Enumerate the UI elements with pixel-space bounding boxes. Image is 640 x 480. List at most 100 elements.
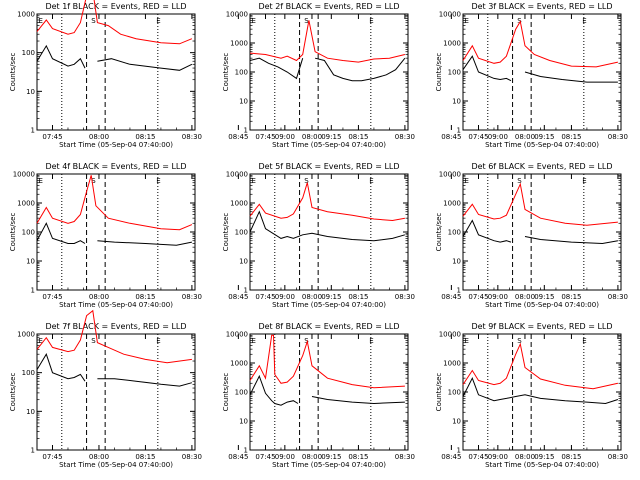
plot-frame	[463, 14, 621, 130]
y-tick-label: 1	[31, 287, 35, 295]
x-tick-label: 08:15	[348, 133, 368, 141]
x-tick-label: 08:00	[89, 133, 109, 141]
segment-marker-label: S	[517, 177, 522, 185]
segment-marker-label: E	[465, 177, 469, 185]
segment-marker-label: E	[39, 17, 43, 25]
segment-marker-label: E	[582, 17, 586, 25]
y-tick-label: 1	[244, 287, 248, 295]
x-tick-label: 08:30	[608, 293, 628, 301]
segment-marker-label: E	[156, 337, 160, 345]
x-tick-label: 08:30	[608, 133, 628, 141]
panel-title: Det 6f BLACK = Events, RED = LLD	[471, 162, 612, 171]
segment-marker-label: E	[369, 337, 373, 345]
y-tick-label: 1	[457, 287, 461, 295]
x-tick-label: 09:15	[321, 133, 341, 141]
y-tick-label: 100	[448, 69, 461, 77]
panel-title: Det 4f BLACK = Events, RED = LLD	[45, 162, 186, 171]
segment-marker-label: E	[156, 177, 160, 185]
events-series-line	[250, 58, 405, 80]
lld-series-line	[463, 344, 618, 389]
x-tick-label: 08:00	[89, 293, 109, 301]
lld-series-line	[250, 183, 405, 221]
panel-title: Det 1f BLACK = Events, RED = LLD	[45, 2, 186, 11]
segment-marker-label: E	[582, 337, 586, 345]
x-axis-label: Start Time (05-Sep-04 07:40:00)	[485, 461, 599, 469]
x-tick-label: 08:15	[135, 133, 155, 141]
x-tick-label: 07:45	[42, 133, 62, 141]
y-tick-label: 100	[448, 389, 461, 397]
y-axis-label: Counts/sec	[222, 373, 230, 412]
panel-title: Det 7f BLACK = Events, RED = LLD	[45, 322, 186, 331]
x-tick-label: 08:30	[182, 293, 202, 301]
y-tick-label: 1	[31, 127, 35, 135]
x-tick-label: 08:00	[302, 293, 322, 301]
x-axis-label: Start Time (05-Sep-04 07:40:00)	[59, 141, 173, 149]
plot-frame	[37, 174, 195, 290]
events-series-line	[250, 376, 405, 405]
x-tick-label: 09:15	[321, 293, 341, 301]
x-tick-label: 09:00	[275, 133, 295, 141]
segment-marker-label: S	[91, 337, 96, 345]
x-tick-label: 08:15	[561, 133, 581, 141]
segment-marker-label: E	[252, 337, 256, 345]
x-tick-label: 08:00	[302, 453, 322, 461]
x-tick-label: 08:00	[302, 133, 322, 141]
x-tick-label: 08:30	[608, 453, 628, 461]
x-tick-label: 09:00	[488, 453, 508, 461]
segment-marker-label: E	[369, 17, 373, 25]
y-axis-label: Counts/sec	[435, 53, 443, 92]
x-tick-label: 09:00	[488, 133, 508, 141]
x-tick-label: 08:30	[395, 293, 415, 301]
chart-panel: Det 9f BLACK = Events, RED = LLD 1 10 100 10…	[435, 322, 640, 469]
y-tick-label: 100	[22, 369, 35, 377]
lld-series-line	[463, 22, 618, 67]
detector-chart-grid: Det 1f BLACK = Events, RED = LLD11010010…	[0, 0, 640, 480]
lld-series-line	[250, 335, 405, 388]
x-tick-label: 07:45	[42, 453, 62, 461]
y-tick-label: 1000	[17, 200, 35, 208]
plot-frame	[463, 174, 621, 290]
x-tick-label: 09:15	[321, 453, 341, 461]
x-tick-label: 07:45	[255, 133, 275, 141]
y-tick-label: 10	[26, 258, 35, 266]
x-axis-label: Start Time (05-Sep-04 07:40:00)	[485, 141, 599, 149]
x-tick-label: 08:15	[561, 453, 581, 461]
x-tick-label: 07:45	[255, 453, 275, 461]
x-tick-label: 09:00	[275, 293, 295, 301]
y-tick-label: 1000	[17, 11, 35, 19]
y-tick-label: 10	[26, 88, 35, 96]
x-tick-label: 08:15	[135, 453, 155, 461]
x-tick-label: 07:45	[468, 133, 488, 141]
y-axis-label: Counts/sec	[222, 53, 230, 92]
y-tick-label: 10	[452, 258, 461, 266]
x-tick-label: 08:00	[89, 453, 109, 461]
y-tick-label: 1000	[443, 40, 461, 48]
y-tick-label: 100	[448, 229, 461, 237]
y-tick-label: 10	[239, 258, 248, 266]
y-tick-label: 10	[452, 418, 461, 426]
panel-title: Det 5f BLACK = Events, RED = LLD	[258, 162, 399, 171]
x-tick-label: 07:45	[468, 453, 488, 461]
events-series-line	[37, 223, 192, 245]
lld-series-line	[37, 175, 192, 229]
y-tick-label: 1000	[443, 360, 461, 368]
segment-marker-label: E	[156, 17, 160, 25]
panel-title: Det 9f BLACK = Events, RED = LLD	[471, 322, 612, 331]
y-tick-label: 100	[235, 229, 248, 237]
y-tick-label: 10	[452, 98, 461, 106]
chart-panel: Det 2f BLACK = Events, RED = LLD11010010…	[222, 2, 554, 149]
y-tick-label: 1000	[443, 200, 461, 208]
x-tick-label: 09:15	[534, 453, 554, 461]
y-tick-label: 1000	[230, 200, 248, 208]
x-tick-label: 07:45	[255, 293, 275, 301]
y-tick-label: 100	[22, 49, 35, 57]
x-tick-label: 09:00	[275, 453, 295, 461]
x-tick-label: 08:30	[395, 133, 415, 141]
x-tick-label: 08:30	[395, 453, 415, 461]
segment-marker-label: E	[252, 17, 256, 25]
y-axis-label: Counts/sec	[222, 213, 230, 252]
plot-frame	[37, 334, 195, 450]
y-tick-label: 10000	[226, 171, 248, 179]
x-tick-label: 09:00	[488, 293, 508, 301]
x-axis-label: Start Time (05-Sep-04 07:40:00)	[272, 141, 386, 149]
